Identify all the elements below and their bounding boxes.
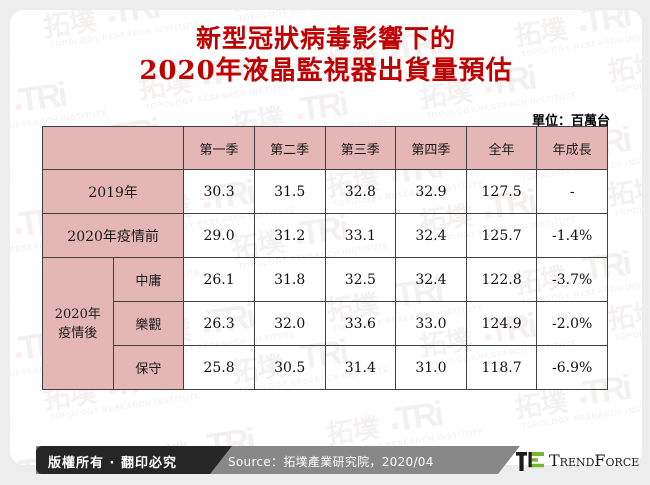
cell-con-q4: 31.0 — [395, 345, 467, 390]
watermark-subtitle: TOPOLOGY RESEARCH INSTITUTE — [49, 391, 202, 422]
cell-2019-year: 127.5 — [465, 169, 538, 214]
cell-pre-q3: 33.1 — [324, 213, 397, 258]
watermark-dot — [15, 103, 23, 111]
cell-pre-yoy: -1.4% — [536, 213, 608, 258]
cell-2019-q3: 32.8 — [324, 169, 397, 214]
watermark-cn-text: 拓墣 — [229, 10, 286, 18]
cell-pre-year: 125.7 — [465, 213, 538, 258]
cell-2019-q1: 30.3 — [183, 169, 255, 214]
watermark-dot — [296, 112, 304, 120]
header-yoy: 年成長 — [536, 126, 608, 170]
watermark-dot — [579, 396, 587, 404]
cell-opt-q1: 26.3 — [183, 301, 255, 346]
cell-2019-q2: 31.5 — [253, 169, 326, 214]
watermark-subtitle: TOPOLOGY RESEARCH INSTITUTE — [10, 10, 108, 14]
header-q1: 第一季 — [183, 126, 255, 170]
trendforce-logo-text: TrendForce — [549, 451, 640, 470]
footer-dark-bar — [36, 446, 232, 474]
cell-opt-q3: 33.6 — [324, 301, 397, 346]
watermark-cn-text: 拓墣 — [605, 297, 642, 336]
watermark-dot — [391, 422, 399, 430]
row-label-2020-pre: 2020年疫情前 — [41, 213, 185, 258]
cell-mod-q1: 26.1 — [183, 257, 255, 302]
copyright-text: 版權所有 · 翻印必究 — [48, 456, 177, 471]
cell-con-year: 118.7 — [465, 345, 538, 390]
header-q4: 第四季 — [395, 126, 467, 170]
watermark-tri-text: TRi — [297, 85, 349, 130]
cell-con-q3: 31.4 — [324, 345, 397, 390]
cell-pre-q4: 32.4 — [395, 213, 467, 258]
forecast-table-wrap: 第一季 第二季 第三季 第四季 全年 年成長 2019年 30.3 31.5 3… — [41, 126, 608, 390]
footer-bar: 版權所有 · 翻印必究 Source：拓墣產業研究院，2020/04 Trend… — [0, 443, 650, 477]
cell-con-q2: 30.5 — [253, 345, 326, 390]
cell-opt-q4: 33.0 — [395, 301, 467, 346]
cell-pre-q1: 29.0 — [183, 213, 255, 258]
header-full-year: 全年 — [465, 126, 538, 170]
cell-2019-yoy: - — [536, 169, 608, 214]
cell-con-q1: 25.8 — [183, 345, 255, 390]
cell-pre-q2: 31.2 — [253, 213, 326, 258]
header-q2: 第二季 — [253, 126, 326, 170]
merged-label-line-2: 疫情後 — [58, 325, 98, 341]
trendforce-logo-mark — [516, 451, 544, 471]
forecast-table: 第一季 第二季 第三季 第四季 全年 年成長 2019年 30.3 31.5 3… — [41, 126, 608, 390]
table-row: 2020年 疫情後 中庸 26.1 31.8 32.5 32.4 122.8 -… — [42, 257, 608, 390]
table-row: 保守 25.8 30.5 31.4 31.0 118.7 -6.9% — [43, 345, 608, 390]
title-line-2: 2020年液晶監視器出貨量預估 — [139, 56, 513, 86]
table-row: 2020年疫情前 29.0 31.2 33.1 32.4 125.7 -1.4% — [41, 213, 608, 258]
watermark-subtitle: TOPOLOGY RESEARCH INSTITUTE — [520, 400, 642, 431]
cell-opt-q2: 32.0 — [253, 301, 326, 346]
watermark-dot — [15, 227, 23, 235]
watermark-tri-text: TRi — [392, 395, 444, 440]
row-sublabel-optimistic: 樂觀 — [112, 301, 185, 346]
watermark-dot — [15, 351, 23, 359]
trendforce-logo: TrendForce — [516, 449, 639, 473]
source-text: Source：拓墣產業研究院，2020/04 — [228, 455, 434, 469]
unit-label: 單位：百萬台 — [531, 114, 610, 129]
watermark-cn-text: 拓墣 — [605, 173, 642, 212]
cell-2019-q4: 32.9 — [395, 169, 467, 214]
cell-mod-yoy: -3.7% — [536, 257, 608, 302]
row-label-2020-post: 2020年 疫情後 — [42, 257, 114, 390]
cell-mod-year: 122.8 — [465, 257, 538, 302]
cell-con-yoy: -6.9% — [536, 345, 608, 390]
page-title: 新型冠狀病毒影響下的 2020年液晶監視器出貨量預估 — [10, 22, 642, 88]
watermark-subtitle: TOPOLOGY RESEARCH INSTITUTE — [613, 312, 642, 343]
table-row: 樂觀 26.3 32.0 33.6 33.0 124.9 -2.0% — [43, 301, 608, 346]
cell-opt-year: 124.9 — [465, 301, 538, 346]
table-row: 2019年 30.3 31.5 32.8 32.9 127.5 - — [41, 169, 608, 214]
header-corner-cell — [41, 126, 185, 170]
merged-label-line-1: 2020年 — [54, 306, 101, 322]
watermark-subtitle: TOPOLOGY RESEARCH INSTITUTE — [10, 169, 14, 200]
header-q3: 第三季 — [324, 126, 397, 170]
table-header-row: 第一季 第二季 第三季 第四季 全年 年成長 — [41, 126, 608, 170]
watermark-subtitle: TOPOLOGY RESEARCH INSTITUTE — [613, 188, 642, 219]
title-line-1: 新型冠狀病毒影響下的 — [195, 24, 456, 53]
cell-mod-q3: 32.5 — [324, 257, 397, 302]
row-sublabel-conservative: 保守 — [112, 345, 185, 390]
row-sublabel-moderate: 中庸 — [112, 257, 185, 302]
row-label-2019: 2019年 — [41, 169, 185, 214]
watermark-subtitle: TOPOLOGY RESEARCH INSTITUTE — [10, 293, 14, 324]
cell-opt-yoy: -2.0% — [536, 301, 608, 346]
cell-mod-q2: 31.8 — [253, 257, 326, 302]
cell-mod-q4: 32.4 — [395, 257, 467, 302]
